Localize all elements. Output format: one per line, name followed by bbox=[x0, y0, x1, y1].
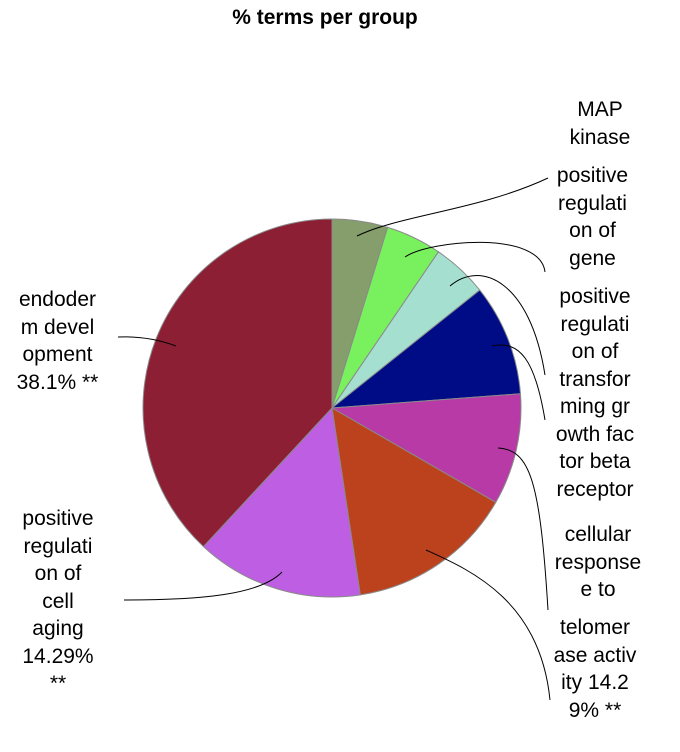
label-positive-regulation-tgf-beta: positive regulati on of transfor ming gr… bbox=[555, 285, 635, 501]
leader-line-3 bbox=[491, 344, 546, 421]
leader-line-2 bbox=[449, 275, 546, 376]
label-positive-regulation-gene: positive regulati on of gene bbox=[556, 164, 629, 270]
leader-line-6 bbox=[123, 571, 283, 601]
pie-slice-7 bbox=[142, 218, 333, 548]
label-cell-aging: positive regulati on of cell aging 14.29… bbox=[22, 507, 94, 695]
leader-line-5 bbox=[425, 549, 551, 701]
label-cellular-response: cellular response e to bbox=[554, 523, 642, 601]
label-telomerase-activity: telomer ase activ ity 14.2 9% ** bbox=[553, 616, 637, 722]
label-map-kinase: MAP kinase bbox=[569, 98, 631, 149]
pie-slice-5 bbox=[331, 407, 497, 596]
pie-slice-4 bbox=[330, 393, 522, 504]
label-endoderm-development: endoder m devel opment 38.1% ** bbox=[16, 288, 99, 394]
leader-line-7 bbox=[117, 336, 177, 347]
leader-line-0 bbox=[356, 177, 549, 237]
leader-line-1 bbox=[404, 241, 546, 273]
pie-slice-3 bbox=[330, 289, 521, 409]
pie-slice-6 bbox=[202, 406, 361, 598]
chart-title: % terms per group bbox=[232, 6, 418, 29]
leader-line-4 bbox=[497, 447, 549, 611]
